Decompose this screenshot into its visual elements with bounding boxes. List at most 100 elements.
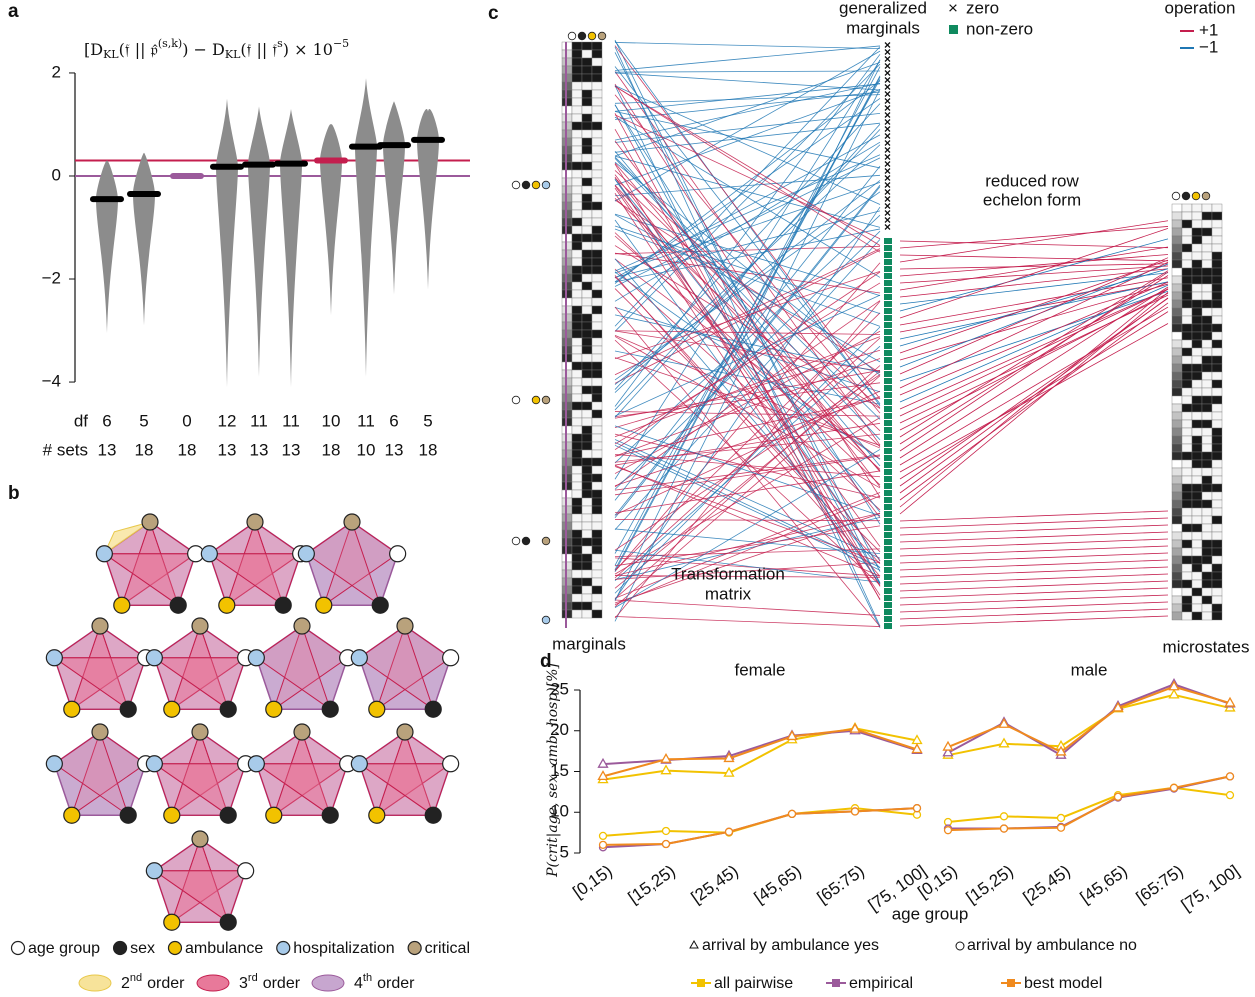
group-node (541, 395, 551, 405)
microstate-cell (1181, 323, 1193, 333)
marginal-cell (591, 137, 603, 147)
df-value: 11 (357, 411, 375, 430)
marginal-cell (591, 289, 603, 299)
microstate-cell (1171, 435, 1183, 445)
transform-line (614, 444, 881, 571)
node (396, 723, 414, 741)
marginal-cell (571, 593, 583, 603)
microstate-cell (1191, 203, 1203, 213)
microstate-cell (1201, 603, 1213, 613)
microstate-cell (1191, 507, 1203, 517)
transform-line (614, 519, 881, 522)
hyperedge-3 (255, 625, 332, 711)
group-node (511, 536, 521, 546)
microstate-cell (1171, 459, 1183, 469)
node (350, 649, 368, 667)
rref-line (899, 608, 1169, 620)
node (163, 700, 181, 718)
microstate-cell (1181, 611, 1193, 621)
zero-cross (884, 63, 891, 69)
marker (660, 764, 672, 775)
node (247, 755, 265, 773)
nonzero-cell (884, 343, 892, 349)
zero-cross (884, 210, 891, 216)
median-bar (90, 196, 124, 203)
microstate-cell (1191, 595, 1203, 605)
x-tick-label: [0,15) (569, 861, 616, 902)
marginals-title: marginals (846, 18, 920, 37)
microstate-cell (1171, 403, 1183, 413)
order-label: order (147, 975, 185, 992)
marginal-cell (591, 401, 603, 411)
microstate-cell (1211, 347, 1223, 357)
marginal-cell (571, 361, 583, 371)
marginal-cell (571, 225, 583, 235)
microstate-cell (1201, 531, 1213, 541)
microstate-cell (1181, 235, 1193, 245)
microstate-cell (1201, 435, 1213, 445)
violin (417, 108, 439, 290)
marker (660, 752, 672, 763)
node (424, 700, 442, 718)
microstate-cell (1181, 227, 1193, 237)
microstate-cell (1201, 579, 1213, 589)
microstate-cell (1181, 483, 1193, 493)
df-value: 5 (139, 411, 148, 430)
marginal-cell (591, 313, 603, 323)
marginal-cell (581, 57, 593, 67)
microstate-cell (1171, 307, 1183, 317)
hyperedge-3 (171, 730, 229, 816)
microstate-cell (1191, 547, 1203, 557)
marginal-cell (581, 97, 593, 107)
node (293, 723, 311, 741)
microstate-cell (1211, 355, 1223, 365)
transform-line (614, 123, 881, 418)
microstate-cell (1191, 227, 1203, 237)
nonzero-cell (884, 434, 892, 440)
node (246, 513, 264, 531)
microstate-cell (1201, 467, 1213, 477)
marginal-cell (571, 609, 583, 619)
hyperedge-3 (102, 553, 197, 607)
microstate-cell (1211, 259, 1223, 269)
marginal-cell (591, 481, 603, 491)
microstate-cell (1191, 579, 1203, 589)
microstate-cell (1171, 467, 1183, 477)
nonzero-cell (884, 378, 892, 384)
title-part: KL (103, 48, 119, 61)
legend-order (78, 974, 112, 992)
nonzero-cell (884, 497, 892, 503)
microstate-cell (1171, 259, 1183, 269)
hyperedge-3 (121, 520, 179, 606)
microstate-cell (1211, 499, 1223, 509)
marginal-cell (591, 185, 603, 195)
microstate-cell (1211, 467, 1223, 477)
microstate-cell (1191, 275, 1203, 285)
nonzero-cell (884, 315, 892, 321)
microstate-cell (1211, 227, 1223, 237)
transform-line (614, 140, 881, 488)
nonzero-cell (884, 532, 892, 538)
marker (1056, 823, 1066, 832)
nonzero-cell (884, 616, 892, 622)
microstate-cell (1191, 219, 1203, 229)
transform-line (614, 425, 881, 517)
marginal-cell (591, 497, 603, 507)
y-tick-label: 2 (52, 62, 61, 81)
microstate-cell (1171, 227, 1183, 237)
marginal-cell (571, 401, 583, 411)
microstates-label: microstates (1163, 637, 1250, 656)
transform-line (614, 470, 881, 514)
microstate-cell (1171, 539, 1183, 549)
microstate-cell (1191, 555, 1203, 565)
marginal-cell (571, 497, 583, 507)
microstate-cell (1181, 315, 1193, 325)
marginal-cell (581, 601, 593, 611)
node (293, 617, 311, 635)
microstate-cell (1201, 275, 1213, 285)
microstate-cell (1171, 483, 1183, 493)
microstate-cell (1181, 363, 1193, 373)
microstate-cell (1191, 499, 1203, 509)
marginal-cell (591, 425, 603, 435)
marginal-cell (571, 193, 583, 203)
